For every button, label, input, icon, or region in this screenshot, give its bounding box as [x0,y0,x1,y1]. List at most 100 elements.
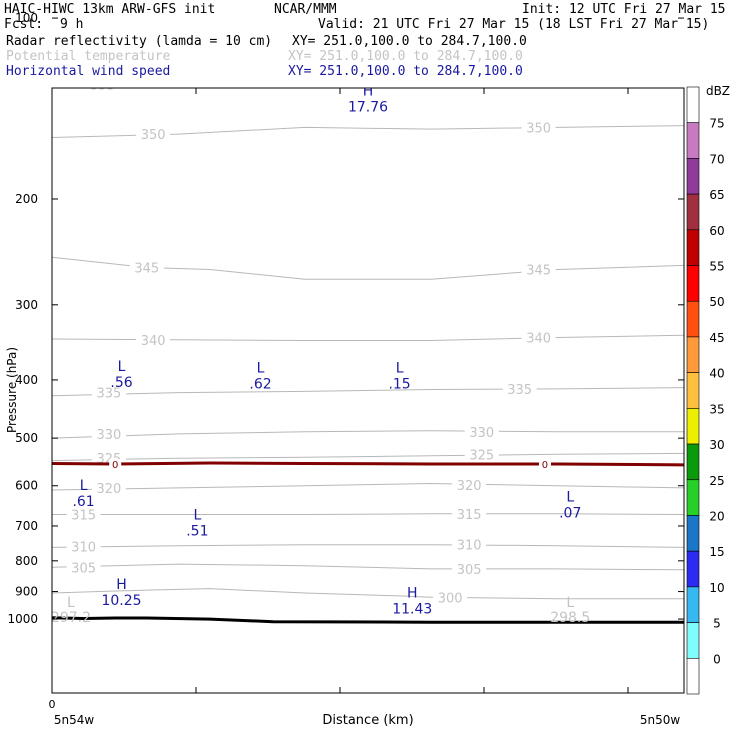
x-axis-label: Distance (km) [322,713,413,728]
y-tick-label: 300 [15,298,38,312]
colorbar-swatch [686,515,700,552]
upper-level-contour [52,33,684,34]
theta-label-bg [66,538,101,553]
theta-contour-label: 335 [96,387,121,402]
theta-contour-label: 335 [507,383,532,398]
header-init: Init: 12 UTC Fri 27 Mar 15 [522,2,726,17]
wind-extremum-value: 1.26 [416,31,447,47]
wind-extremum-value: 10.25 [101,593,141,609]
wind-extremum-letter: L [396,360,404,376]
theta-extremum-value: 298.5 [550,610,590,626]
theta-label-bg [452,536,487,551]
colorbar-level-label: 20 [709,509,724,523]
y-axis-label: Pressure (hPa) [5,347,19,433]
colorbar-swatch [686,550,700,588]
colorbar-level-label: 0 [713,652,721,666]
theta-contour [52,588,684,600]
wind-extremum-letter: H [363,83,374,99]
theta-contour-label: 330 [469,426,494,441]
theta-contour-label: 300 [438,591,463,606]
colorbar-swatch [686,657,700,695]
theta-contour-label: 330 [96,428,121,443]
theta-label-bg [464,446,499,461]
theta-label-bg [464,423,499,438]
y-tick-label: 100 [15,11,38,25]
colorbar-swatch [686,193,700,231]
colorbar-unit: dBZ [706,84,730,98]
theta-label-bg [452,560,487,575]
wind-extremum-value: .56 [110,375,132,391]
field-wind-name: Horizontal wind speed [6,64,171,79]
theta-contour-label: 355 [482,76,507,91]
wind-extremum-value: .62 [249,376,271,392]
x-right-location: 5n50w [640,713,681,727]
x-axis [51,88,629,693]
theta-label-bg [129,259,164,274]
y-tick-label: 800 [15,554,38,568]
colorbar-level-label: 60 [709,224,724,238]
field-theta-name: Potential temperature [6,49,171,64]
wind-extremum-value: .07 [559,506,581,522]
wind-extremum-letter: H [407,586,418,602]
wind-extremum-letter: L [655,20,663,36]
colorbar-swatch [686,86,700,124]
colorbar-swatch [686,158,700,195]
y-axis: 100 200 300 400 500 600 700 800 900 1000 [7,11,684,626]
theta-contour-label: 350 [141,128,166,143]
theta-contour [52,544,684,548]
colorbar-swatch [686,336,700,373]
field-wind-xy: XY= 251.0,100.0 to 284.7,100.0 [288,64,523,79]
colorbar-level-label: 70 [709,152,724,166]
wind-extremum-value: 11.43 [392,602,432,618]
theta-label-bg [136,126,171,141]
y-tick-label: 600 [15,479,38,493]
colorbar-swatch [686,372,700,409]
colorbar-level-label: 75 [709,117,724,131]
header-fcst-label: Fcst: [4,17,44,32]
colorbar-swatch [686,265,700,302]
theta-label-bg [91,425,126,440]
theta-contour-label: 315 [71,509,96,524]
reflectivity-contour-label: 0 [542,460,548,471]
colorbar-swatch [686,408,700,445]
y-tick-label: 200 [15,192,38,206]
theta-contour-label: 345 [134,261,159,276]
y-tick-label: 700 [15,519,38,533]
theta-label-bg [66,506,101,521]
x-left-location: 5n54w [54,713,95,727]
theta-label-bg [591,58,625,72]
upper-level-contour [52,52,684,53]
theta-contour-label: 305 [457,563,482,578]
theta-contour [52,387,684,397]
theta-label-bg [452,476,487,491]
theta-contour [52,563,684,571]
colorbar-swatch [686,300,700,338]
theta-contour-label: 350 [526,121,551,136]
wind-extremum-letter: L [193,507,201,523]
theta-label-bg [521,261,556,276]
header-fcst-value: 9 h [60,17,84,32]
terrain-line [52,616,684,624]
header-model: HAIC-HIWC 13km ARW-GFS init [4,2,216,17]
colorbar-level-label: 15 [709,545,724,559]
wind-extremum-value: .15 [388,376,410,392]
wind-extremum-letter: L [257,360,265,376]
theta-contour-label: 320 [96,482,121,497]
theta-contour [52,81,684,87]
colorbar-level-label: 65 [709,188,724,202]
theta-label-bg [91,384,126,399]
theta-contour-label: 340 [141,334,166,349]
colorbar-swatch [686,443,700,481]
reflectivity-label-bg [109,458,122,469]
wind-extremum-value: 1.62 [213,31,244,47]
wind-extremum-letter: L [118,359,126,375]
theta-contour [52,430,684,439]
colorbar-level-label: 35 [709,402,724,416]
wind-extremum-letter: L [427,15,435,31]
colorbar-level-label: 30 [709,438,724,452]
theta-label-bg [66,559,101,574]
field-reflectivity-name: Radar reflectivity (lamda = 10 cm) [6,34,273,49]
y-tick-label: 900 [15,585,38,599]
upper-level-contour [52,42,684,43]
